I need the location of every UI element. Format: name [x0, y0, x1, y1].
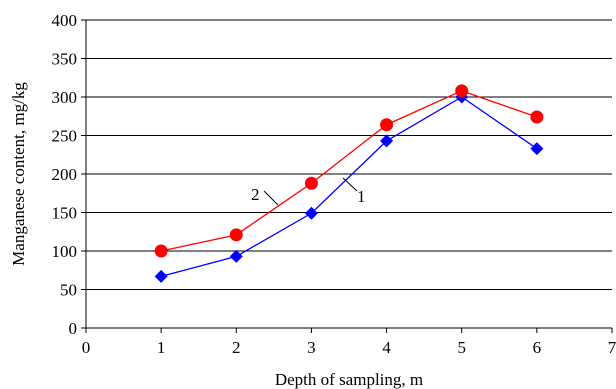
x-axis-title: Depth of sampling, m	[275, 370, 423, 389]
series-2-leader-line	[263, 190, 279, 206]
series-2-point-5	[455, 84, 469, 98]
series-1-point-6	[530, 142, 544, 156]
series-2-point-2	[229, 228, 243, 242]
series-1-label: 1	[357, 187, 366, 206]
series-1	[154, 90, 544, 283]
y-tick-label-200: 200	[52, 165, 78, 184]
series-2-point-4	[380, 118, 394, 132]
y-axis-title: Manganese content, mg/kg	[9, 82, 28, 266]
y-tick-label-50: 50	[60, 281, 77, 300]
series-1-line	[160, 96, 538, 278]
series-2-label: 2	[251, 185, 260, 204]
y-tick-label-150: 150	[52, 204, 78, 223]
series-2-line	[161, 90, 538, 252]
y-tick-label-300: 300	[52, 88, 78, 107]
y-tick-label-250: 250	[52, 127, 78, 146]
series-1-point-2	[229, 249, 243, 263]
series-1-point-3	[304, 206, 318, 220]
series-2-point-3	[304, 176, 318, 190]
x-tick-label-6: 6	[533, 338, 542, 357]
series-1-point-1	[154, 269, 168, 283]
y-tick-label-0: 0	[69, 319, 78, 338]
horizontal-grid	[86, 19, 612, 290]
y-tick-label-100: 100	[52, 242, 78, 261]
x-tick-labels: 0 1 2 3 4 5 6 7	[82, 328, 616, 357]
series-1-leader-line	[342, 177, 358, 192]
series-2-point-1	[154, 244, 168, 258]
x-tick-label-2: 2	[232, 338, 241, 357]
series-2-point-6	[530, 110, 544, 124]
x-tick-label-3: 3	[307, 338, 316, 357]
y-tick-labels: 0 50 100 150 200 250 300 350 400	[52, 11, 86, 338]
x-tick-label-7: 7	[608, 338, 616, 357]
x-tick-label-1: 1	[157, 338, 166, 357]
series-layer	[154, 84, 544, 283]
x-tick-label-5: 5	[457, 338, 466, 357]
y-tick-label-350: 350	[52, 50, 78, 69]
x-tick-label-0: 0	[82, 338, 91, 357]
series-1-point-4	[380, 134, 394, 148]
series-2	[154, 84, 544, 258]
y-tick-label-400: 400	[52, 11, 78, 30]
x-tick-label-4: 4	[382, 338, 391, 357]
